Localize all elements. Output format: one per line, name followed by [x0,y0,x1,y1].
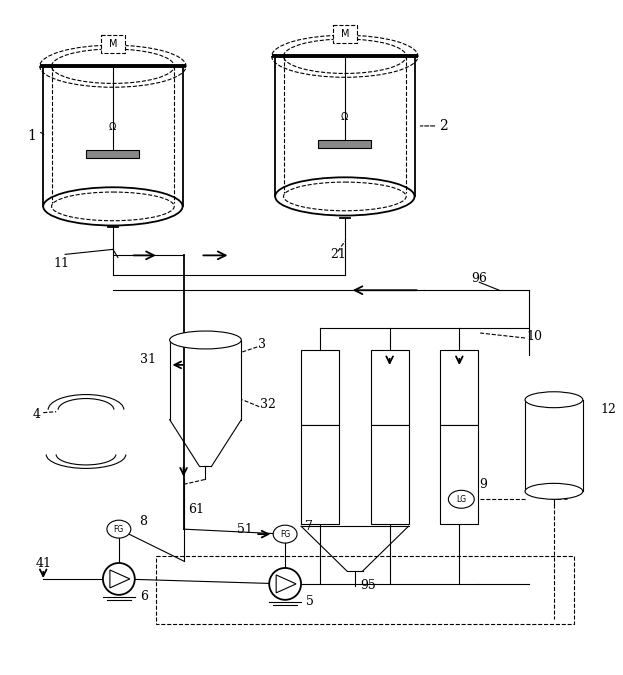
Text: FG: FG [114,524,124,534]
Text: 5: 5 [306,595,314,608]
Text: $\Omega$: $\Omega$ [340,110,350,122]
Text: 12: 12 [601,403,617,416]
Ellipse shape [43,187,183,225]
Text: 9: 9 [479,478,487,491]
Ellipse shape [169,331,241,349]
Ellipse shape [275,178,414,215]
Text: 11: 11 [53,256,69,270]
Bar [301,425,339,524]
Text: 21: 21 [330,248,346,261]
Text: 3: 3 [259,338,266,352]
Text: 6: 6 [140,591,148,603]
Ellipse shape [525,392,583,408]
Bar [371,350,409,425]
Text: 7: 7 [305,520,313,533]
Circle shape [269,568,301,600]
Bar [87,150,140,158]
Text: 121: 121 [548,492,569,502]
Bar [301,425,339,524]
Text: 4: 4 [32,408,40,421]
Bar [371,350,409,425]
Ellipse shape [273,525,297,543]
Ellipse shape [107,520,131,538]
Text: M: M [108,39,117,49]
Bar [101,35,125,53]
Ellipse shape [525,483,583,499]
Text: 31: 31 [140,354,156,367]
Bar [440,425,478,524]
Bar [318,140,371,148]
Text: 10: 10 [526,329,542,342]
Bar [301,350,339,425]
Text: 61: 61 [189,503,204,516]
Text: 96: 96 [472,272,487,285]
Text: $\Omega$: $\Omega$ [108,120,117,132]
Bar [333,26,357,43]
Bar [371,425,409,524]
Text: 51: 51 [237,522,253,536]
Text: LG: LG [456,495,467,504]
Bar [156,556,574,624]
Bar [301,350,339,425]
Text: FG: FG [280,530,290,539]
Text: 32: 32 [260,398,276,411]
Text: M: M [341,29,349,39]
Text: 41: 41 [36,558,51,570]
Text: 1: 1 [27,129,36,143]
Text: 8: 8 [139,514,147,528]
Bar [371,425,409,524]
Bar [440,425,478,524]
Ellipse shape [449,490,474,508]
Bar [440,350,478,425]
Text: 95: 95 [360,579,376,593]
Bar [440,350,478,425]
Circle shape [103,563,135,595]
Text: 2: 2 [439,119,448,133]
